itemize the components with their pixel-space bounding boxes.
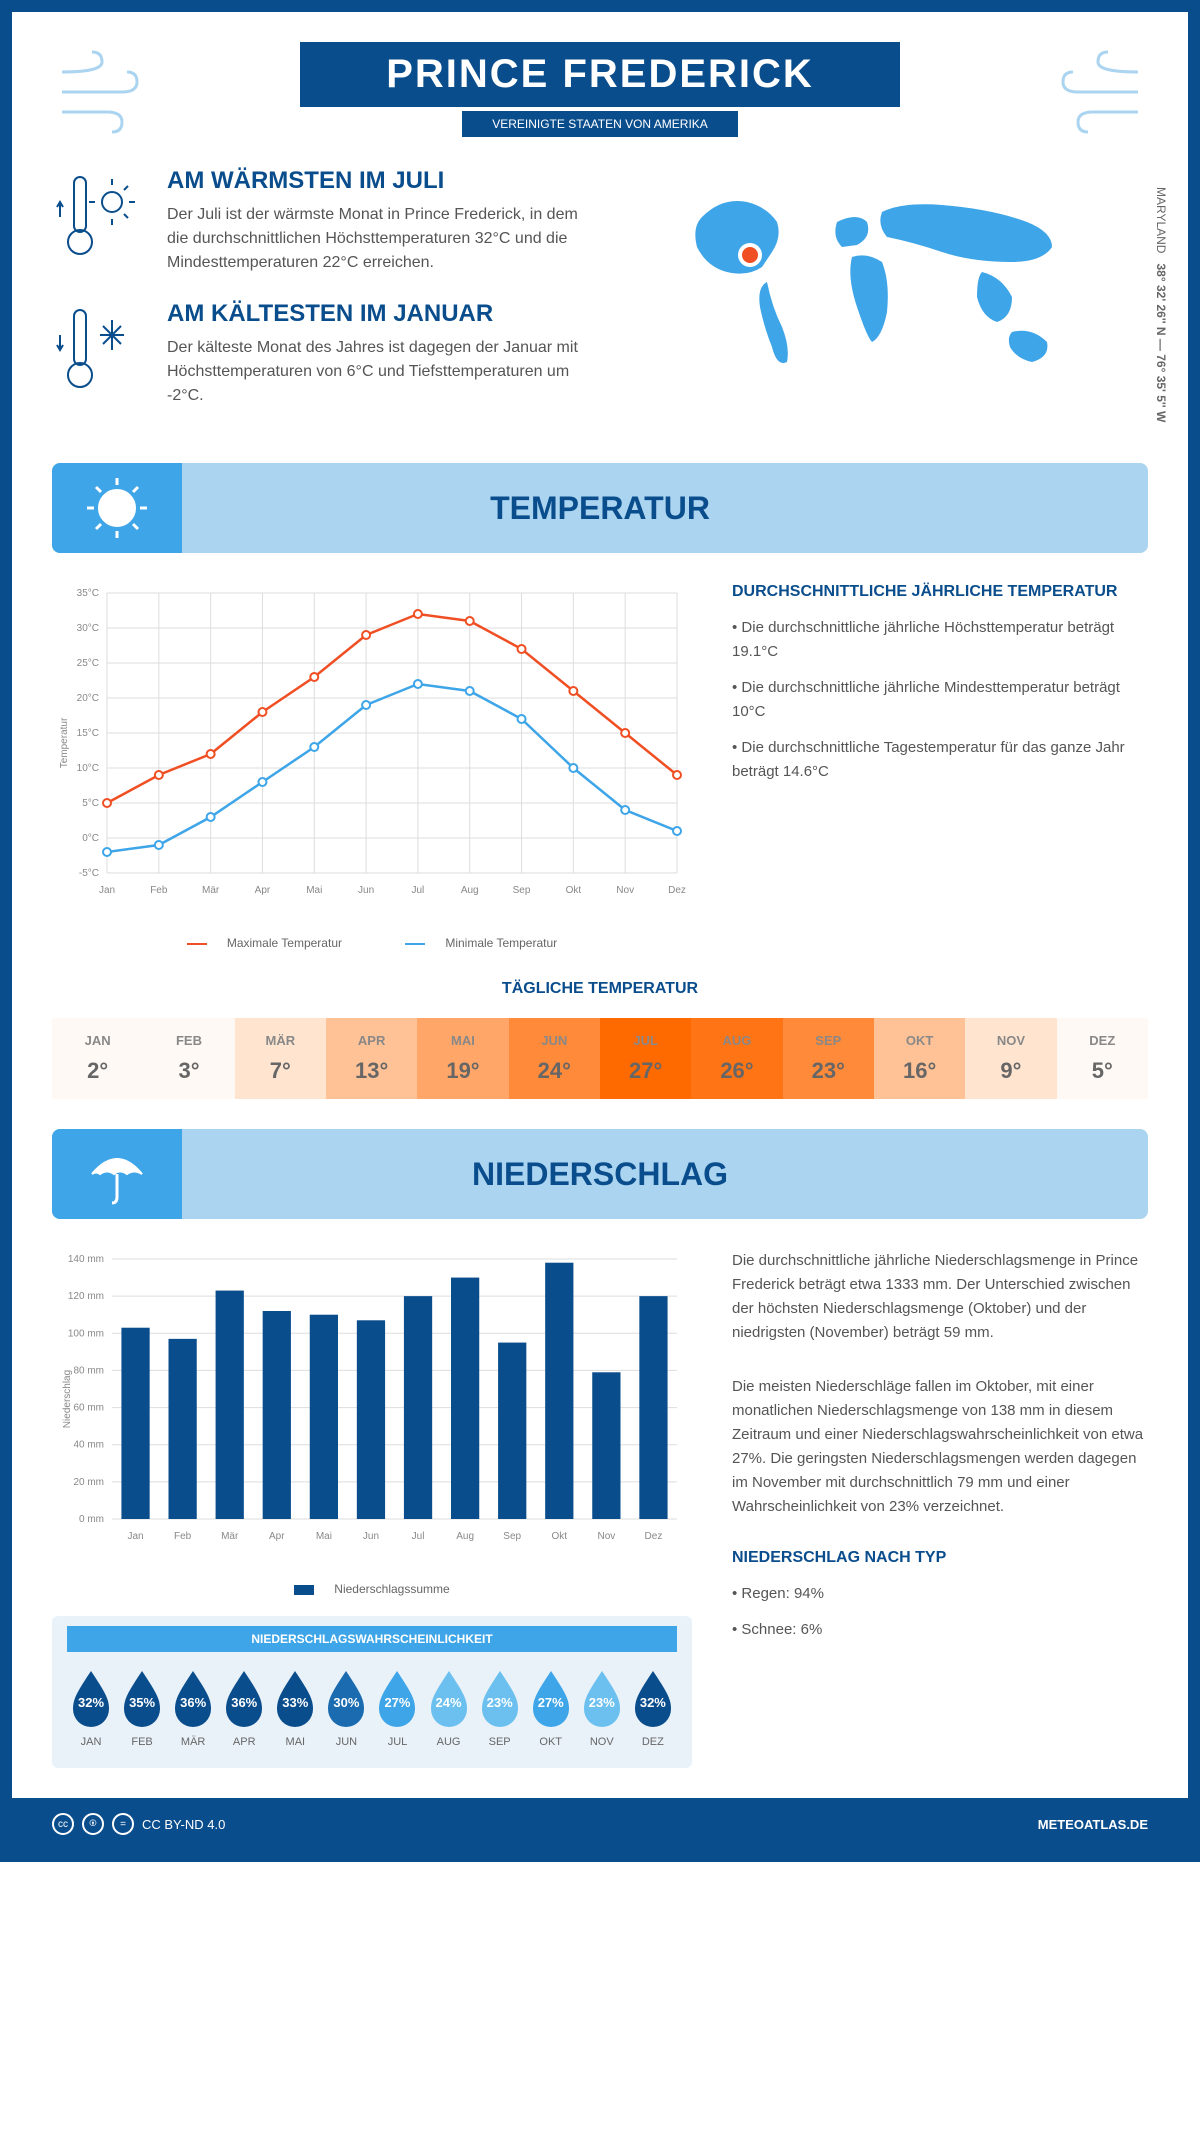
thermometer-hot-icon: [52, 167, 152, 275]
svg-text:Mär: Mär: [202, 885, 220, 896]
cold-title: AM KÄLTESTEN IM JANUAR: [167, 300, 585, 328]
svg-text:Nov: Nov: [616, 885, 634, 896]
daily-temp-strip: JAN2°FEB3°MÄR7°APR13°MAI19°JUN24°JUL27°A…: [52, 1018, 1148, 1099]
svg-text:0 mm: 0 mm: [79, 1514, 104, 1525]
footer: cc 🅯 = CC BY-ND 4.0 METEOATLAS.DE: [12, 1798, 1188, 1850]
precip-info: Die durchschnittliche jährliche Niedersc…: [732, 1249, 1148, 1768]
precip-section-header: NIEDERSCHLAG: [52, 1129, 1148, 1219]
svg-text:Feb: Feb: [150, 885, 168, 896]
svg-text:Nov: Nov: [597, 1531, 615, 1542]
wind-icon: [52, 42, 152, 142]
temp-legend: Maximale Temperatur Minimale Temperatur: [52, 936, 692, 950]
svg-text:20 mm: 20 mm: [73, 1477, 104, 1488]
svg-text:25°C: 25°C: [77, 658, 99, 669]
warm-text: Der Juli ist der wärmste Monat in Prince…: [167, 203, 585, 275]
svg-text:Mai: Mai: [316, 1531, 332, 1542]
temp-title: TEMPERATUR: [490, 490, 710, 527]
temp-info-line: • Die durchschnittliche jährliche Höchst…: [732, 616, 1148, 664]
temp-info-line: • Die durchschnittliche jährliche Mindes…: [732, 676, 1148, 724]
svg-text:Apr: Apr: [255, 885, 271, 896]
precip-type-title: NIEDERSCHLAG NACH TYP: [732, 1549, 1148, 1567]
precip-text: Die meisten Niederschläge fallen im Okto…: [732, 1375, 1148, 1519]
svg-text:5°C: 5°C: [82, 798, 99, 809]
license-text: CC BY-ND 4.0: [142, 1817, 225, 1832]
svg-text:15°C: 15°C: [77, 728, 99, 739]
sun-icon: [52, 463, 182, 553]
by-icon: 🅯: [82, 1813, 104, 1835]
svg-text:100 mm: 100 mm: [68, 1328, 104, 1339]
nd-icon: =: [112, 1813, 134, 1835]
precip-probability: NIEDERSCHLAGSWAHRSCHEINLICHKEIT 32%JAN35…: [52, 1616, 692, 1768]
svg-text:Jan: Jan: [127, 1531, 143, 1542]
svg-text:Jan: Jan: [99, 885, 115, 896]
coldest-fact: AM KÄLTESTEN IM JANUAR Der kälteste Monat…: [52, 300, 585, 408]
svg-text:Apr: Apr: [269, 1531, 285, 1542]
prob-title: NIEDERSCHLAGSWAHRSCHEINLICHKEIT: [67, 1626, 677, 1652]
svg-text:35°C: 35°C: [77, 588, 99, 599]
svg-text:Temperatur: Temperatur: [59, 717, 70, 768]
cc-icon: cc: [52, 1813, 74, 1835]
svg-text:Mai: Mai: [306, 885, 322, 896]
header: PRINCE FREDERICK VEREINIGTE STAATEN VON …: [52, 42, 1148, 137]
city-title: PRINCE FREDERICK: [350, 52, 850, 97]
svg-text:0°C: 0°C: [82, 833, 99, 844]
svg-text:Dez: Dez: [668, 885, 686, 896]
temp-info-title: DURCHSCHNITTLICHE JÄHRLICHE TEMPERATUR: [732, 583, 1148, 601]
precip-type-line: • Regen: 94%: [732, 1582, 1148, 1606]
svg-text:30°C: 30°C: [77, 623, 99, 634]
warm-title: AM WÄRMSTEN IM JULI: [167, 167, 585, 195]
site-name: METEOATLAS.DE: [1038, 1817, 1148, 1832]
svg-text:Jun: Jun: [358, 885, 374, 896]
svg-text:Okt: Okt: [552, 1531, 568, 1542]
temp-info: DURCHSCHNITTLICHE JÄHRLICHE TEMPERATUR •…: [732, 583, 1148, 950]
warmest-fact: AM WÄRMSTEN IM JULI Der Juli ist der wärm…: [52, 167, 585, 275]
svg-text:140 mm: 140 mm: [68, 1254, 104, 1265]
precip-text: Die durchschnittliche jährliche Niedersc…: [732, 1249, 1148, 1345]
svg-text:Sep: Sep: [513, 885, 531, 896]
svg-text:120 mm: 120 mm: [68, 1291, 104, 1302]
svg-text:Sep: Sep: [503, 1531, 521, 1542]
svg-text:Feb: Feb: [174, 1531, 192, 1542]
country-subtitle: VEREINIGTE STAATEN VON AMERIKA: [462, 111, 738, 137]
precip-legend: Niederschlagssumme: [52, 1582, 692, 1596]
svg-text:10°C: 10°C: [77, 763, 99, 774]
svg-text:Okt: Okt: [566, 885, 582, 896]
temp-info-line: • Die durchschnittliche Tagestemperatur …: [732, 736, 1148, 784]
wind-icon: [1048, 42, 1148, 142]
thermometer-cold-icon: [52, 300, 152, 408]
svg-text:Jul: Jul: [412, 1531, 425, 1542]
svg-text:20°C: 20°C: [77, 693, 99, 704]
precip-bar-chart: 0 mm 20 mm 40 mm 60 mm 80 mm 100 mm 120 mm 140 …: [52, 1249, 692, 1768]
world-map: [615, 167, 1148, 392]
svg-text:Jun: Jun: [363, 1531, 379, 1542]
precip-title: NIEDERSCHLAG: [472, 1156, 728, 1193]
daily-temp-title: TÄGLICHE TEMPERATUR: [52, 980, 1148, 998]
svg-text:Aug: Aug: [456, 1531, 474, 1542]
svg-text:-5°C: -5°C: [79, 868, 99, 879]
svg-text:60 mm: 60 mm: [73, 1403, 104, 1414]
svg-text:Niederschlag: Niederschlag: [62, 1370, 73, 1428]
svg-text:Dez: Dez: [645, 1531, 663, 1542]
temperature-line-chart: -5°C 0°C 5°C 10°C 15°C 20°C 25°C 30°C 35°C Jan Feb…: [52, 583, 692, 950]
svg-text:Mär: Mär: [221, 1531, 239, 1542]
precip-type-line: • Schnee: 6%: [732, 1618, 1148, 1642]
svg-text:80 mm: 80 mm: [73, 1365, 104, 1376]
svg-text:Jul: Jul: [412, 885, 425, 896]
svg-text:Aug: Aug: [461, 885, 479, 896]
temperature-section-header: TEMPERATUR: [52, 463, 1148, 553]
coordinates: MARYLAND 38° 32' 26'' N — 76° 35' 5'' W: [1154, 187, 1168, 422]
cold-text: Der kälteste Monat des Jahres ist dagege…: [167, 336, 585, 408]
umbrella-icon: [52, 1129, 182, 1219]
svg-text:40 mm: 40 mm: [73, 1440, 104, 1451]
